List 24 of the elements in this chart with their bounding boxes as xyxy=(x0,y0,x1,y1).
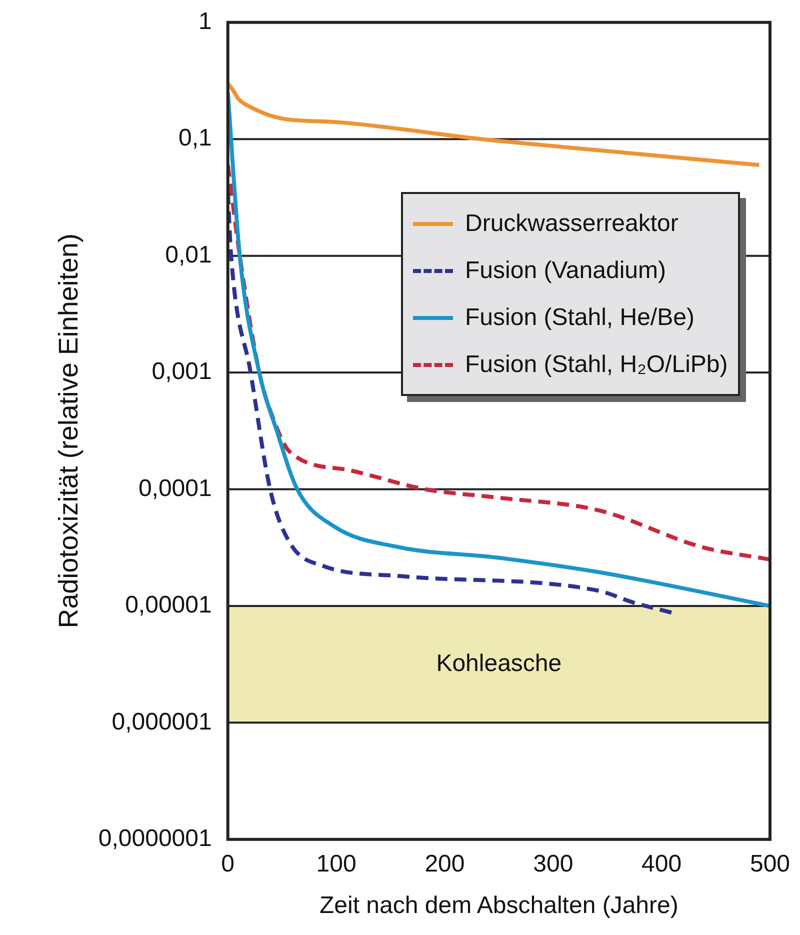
y-tick-label: 0,000001 xyxy=(112,708,212,736)
line-series xyxy=(228,163,770,562)
legend-label: Fusion (Stahl, He/Be) xyxy=(465,304,694,332)
y-axis-title: Radiotoxizität (relative Einheiten) xyxy=(54,234,84,628)
y-tick-label: 0,0001 xyxy=(138,474,212,502)
x-tick-label: 300 xyxy=(533,850,574,878)
line-series xyxy=(228,81,762,168)
x-tick-label: 400 xyxy=(642,850,682,878)
x-tick-label: 500 xyxy=(750,850,790,878)
y-tick-label: 0,00001 xyxy=(125,592,212,619)
y-tick-label: 0,0000001 xyxy=(98,825,212,852)
legend-label: Fusion (Vanadium) xyxy=(465,256,666,285)
line-series xyxy=(228,90,770,608)
y-tick-label: 1 xyxy=(198,8,212,36)
x-tick-label: 0 xyxy=(221,850,235,878)
y-tick-label: 0,01 xyxy=(165,241,212,268)
y-tick-label: 0,001 xyxy=(152,358,212,386)
band-label: Kohleasche xyxy=(436,650,562,677)
y-tick-label: 0,1 xyxy=(178,124,212,152)
legend-label: Fusion (Stahl, H₂O/LiPb) xyxy=(465,350,728,379)
x-tick-label: 100 xyxy=(316,850,356,878)
legend-label: Druckwasserreaktor xyxy=(465,210,678,238)
x-axis-title: Zeit nach dem Abschalten (Jahre) xyxy=(319,892,678,920)
x-tick-label: 200 xyxy=(424,850,465,878)
